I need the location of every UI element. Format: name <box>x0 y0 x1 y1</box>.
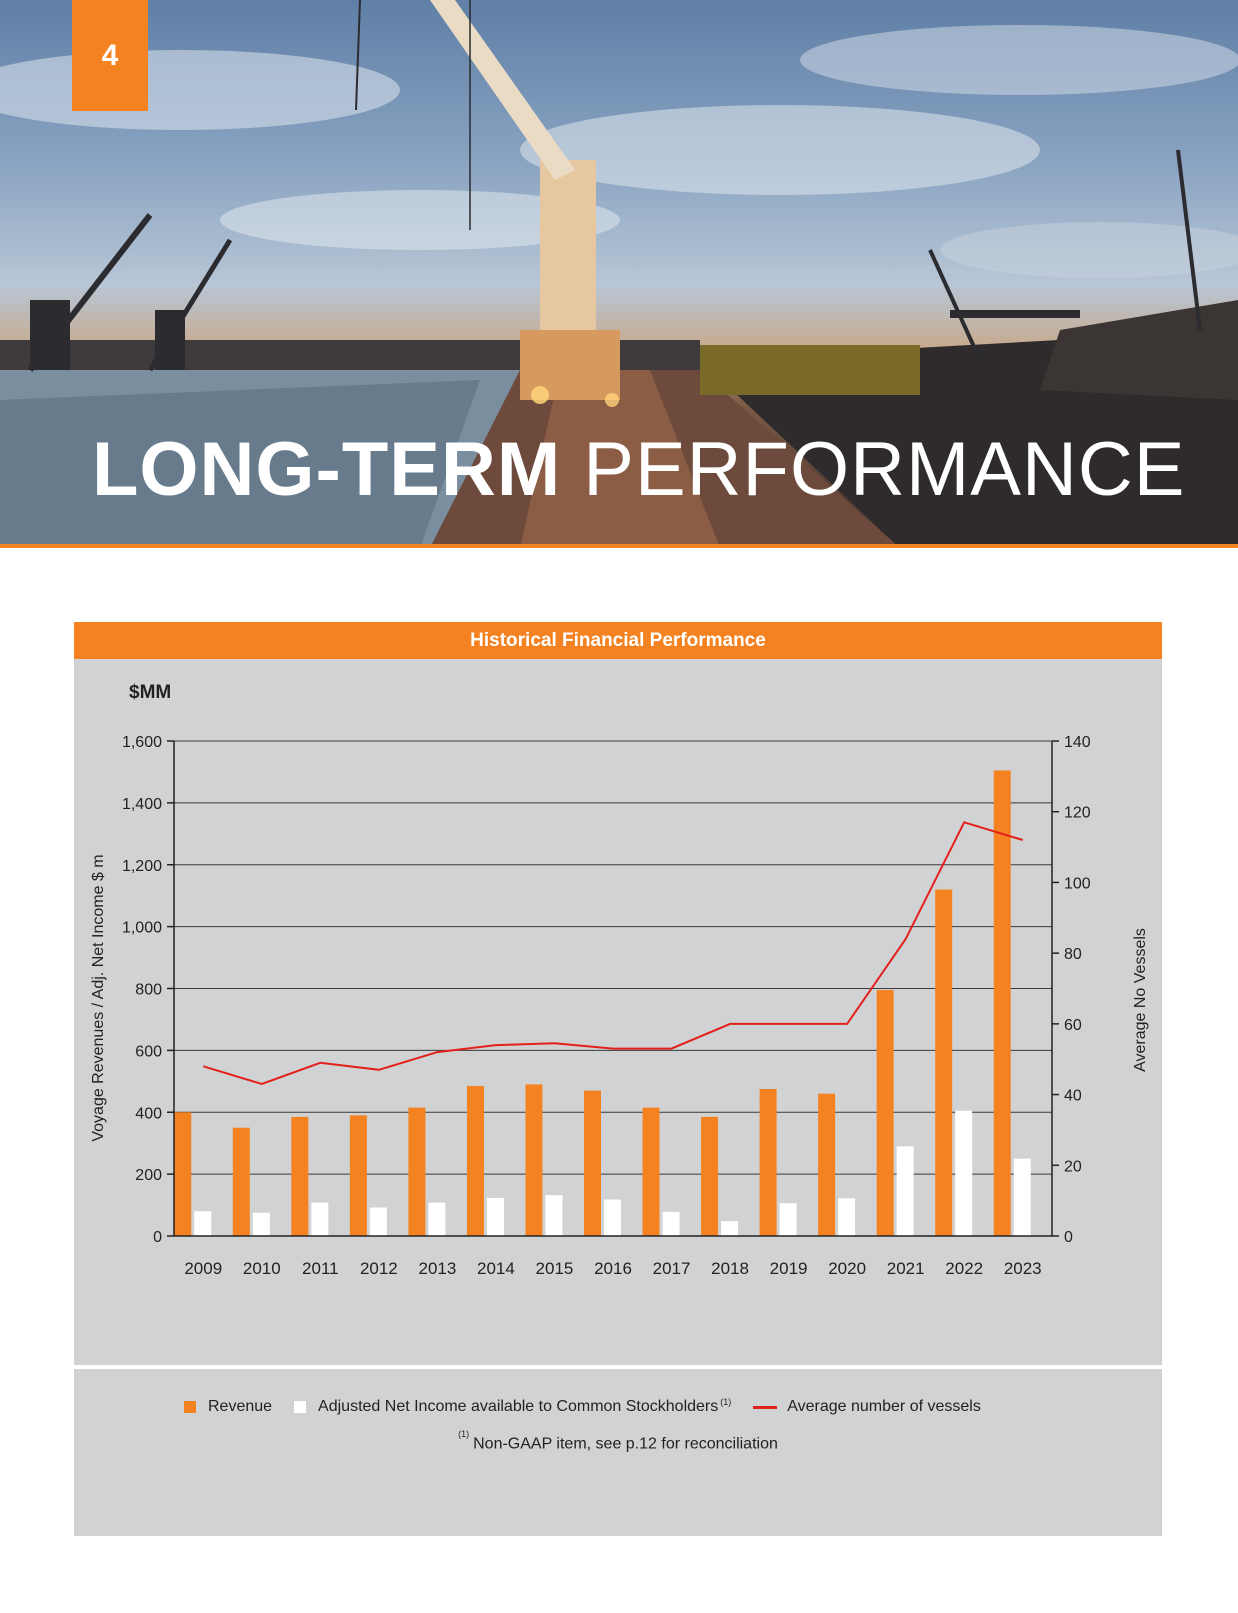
bar-net-income <box>662 1211 680 1236</box>
bars <box>174 770 1031 1236</box>
bar-revenue <box>174 1112 192 1236</box>
bar-net-income <box>428 1202 446 1236</box>
left-tick-label: 800 <box>135 982 162 999</box>
chart-title: Historical Financial Performance <box>74 622 1162 659</box>
page-title: LONG-TERM PERFORMANCE <box>92 420 1192 520</box>
bar-net-income <box>369 1207 387 1236</box>
bar-net-income <box>486 1197 504 1236</box>
x-tick-label: 2022 <box>945 1259 983 1278</box>
legend-divider <box>74 1365 1162 1369</box>
right-tick-label: 40 <box>1064 1088 1082 1105</box>
legend-revenue-label: Revenue <box>208 1398 273 1415</box>
legend-vessels-label: Average number of vessels <box>787 1398 981 1415</box>
bar-net-income <box>896 1146 914 1236</box>
legend-vessels: Average number of vessels <box>753 1398 981 1416</box>
right-tick-label: 60 <box>1064 1017 1082 1034</box>
left-tick-label: 200 <box>135 1167 162 1184</box>
right-tick-label: 80 <box>1064 946 1082 963</box>
bar-net-income <box>311 1202 329 1236</box>
x-tick-label: 2012 <box>360 1259 398 1278</box>
x-tick-label: 2020 <box>828 1259 866 1278</box>
vessel-line <box>203 821 1023 1086</box>
bar-revenue <box>232 1127 250 1236</box>
bar-net-income <box>721 1221 739 1236</box>
left-tick-label: 1,200 <box>122 858 162 875</box>
left-tick-label: 1,600 <box>122 734 162 751</box>
x-tick-label: 2018 <box>711 1259 749 1278</box>
footnote-text: Non-GAAP item, see p.12 for reconciliati… <box>473 1435 778 1453</box>
x-axis-ticks: 2009 2010 2011 2012 2013 2014 2015 2016 2017 2018… <box>184 1259 1041 1278</box>
page-number: 4 <box>72 0 148 111</box>
left-tick-label: 1,000 <box>122 920 162 937</box>
x-tick-label: 2011 <box>302 1259 339 1278</box>
legend-net-income-label: Adjusted Net Income available to Common … <box>318 1398 719 1415</box>
bar-net-income <box>194 1211 212 1236</box>
left-tick-label: 0 <box>153 1229 162 1246</box>
x-tick-label: 2009 <box>184 1259 222 1278</box>
x-tick-label: 2023 <box>1004 1259 1042 1278</box>
x-tick-label: 2013 <box>418 1259 456 1278</box>
page-title-light: PERFORMANCE <box>583 427 1186 512</box>
bar-net-income <box>252 1212 270 1236</box>
bar-revenue <box>993 770 1011 1236</box>
bar-net-income <box>955 1110 973 1236</box>
footnote-marker: (1) <box>458 1429 470 1439</box>
right-tick-label: 0 <box>1064 1229 1073 1246</box>
legend-revenue: Revenue <box>184 1398 272 1416</box>
y2-axis-label: Average No Vessels <box>1132 928 1149 1072</box>
left-tick-label: 600 <box>135 1043 162 1060</box>
chart-legend: Revenue Adjusted Net Income available to… <box>184 1394 1084 1420</box>
bar-revenue <box>818 1093 836 1236</box>
bar-net-income <box>545 1195 563 1236</box>
x-tick-label: 2017 <box>653 1259 691 1278</box>
x-tick-label: 2010 <box>243 1259 281 1278</box>
left-axis-ticks: 0 200 400 600 800 1,000 1,200 1,400 1,600 <box>122 734 174 1246</box>
unit-label: $MM <box>129 682 171 703</box>
hero-divider <box>0 544 1238 548</box>
left-tick-label: 400 <box>135 1105 162 1122</box>
bar-net-income <box>1013 1158 1031 1236</box>
bar-revenue <box>291 1116 309 1236</box>
hero-banner: 4 LONG-TERM PERFORMANCE <box>0 0 1238 548</box>
legend-vessels-swatch <box>753 1405 778 1409</box>
page-title-bold: LONG-TERM <box>92 427 562 512</box>
bar-revenue <box>466 1085 484 1236</box>
port-scene-illustration <box>0 0 1238 548</box>
bar-revenue <box>642 1107 660 1236</box>
bar-net-income <box>838 1198 856 1236</box>
bar-net-income <box>779 1203 797 1236</box>
x-tick-label: 2016 <box>594 1259 632 1278</box>
x-tick-label: 2021 <box>887 1259 925 1278</box>
right-tick-label: 20 <box>1064 1158 1082 1175</box>
right-tick-label: 100 <box>1064 875 1091 892</box>
chart-panel: Historical Financial Performance $MM 0 20… <box>74 622 1162 1536</box>
bar-revenue <box>701 1116 719 1236</box>
bar-revenue <box>349 1115 367 1236</box>
legend-revenue-swatch <box>184 1401 196 1413</box>
legend-net-income-swatch <box>294 1401 307 1413</box>
bar-revenue <box>935 889 953 1236</box>
bar-net-income <box>604 1199 621 1236</box>
right-axis-ticks: 0 20 40 60 80 100 120 140 <box>1052 734 1091 1246</box>
line-average-vessels <box>203 821 1023 1086</box>
footnote: (1)Non-GAAP item, see p.12 for reconcili… <box>74 1429 1162 1456</box>
x-tick-label: 2014 <box>477 1259 515 1278</box>
left-tick-label: 1,400 <box>122 796 162 813</box>
bar-revenue <box>876 990 894 1236</box>
x-tick-label: 2019 <box>770 1259 808 1278</box>
bar-revenue <box>525 1084 543 1236</box>
bar-revenue <box>584 1090 601 1236</box>
financial-performance-chart: $MM 0 200 400 600 800 1,000 1,200 1,400 1,600 0 2… <box>90 682 1149 1278</box>
right-tick-label: 120 <box>1064 805 1091 822</box>
y-axis-label: Voyage Revenues / Adj. Net Income $ m <box>90 854 107 1141</box>
legend-net-income: Adjusted Net Income available to Common … <box>294 1397 732 1416</box>
legend-net-income-marker: (1) <box>720 1397 732 1407</box>
right-tick-label: 140 <box>1064 734 1091 751</box>
bar-revenue <box>408 1107 426 1236</box>
x-tick-label: 2015 <box>536 1259 574 1278</box>
bar-revenue <box>759 1089 777 1236</box>
